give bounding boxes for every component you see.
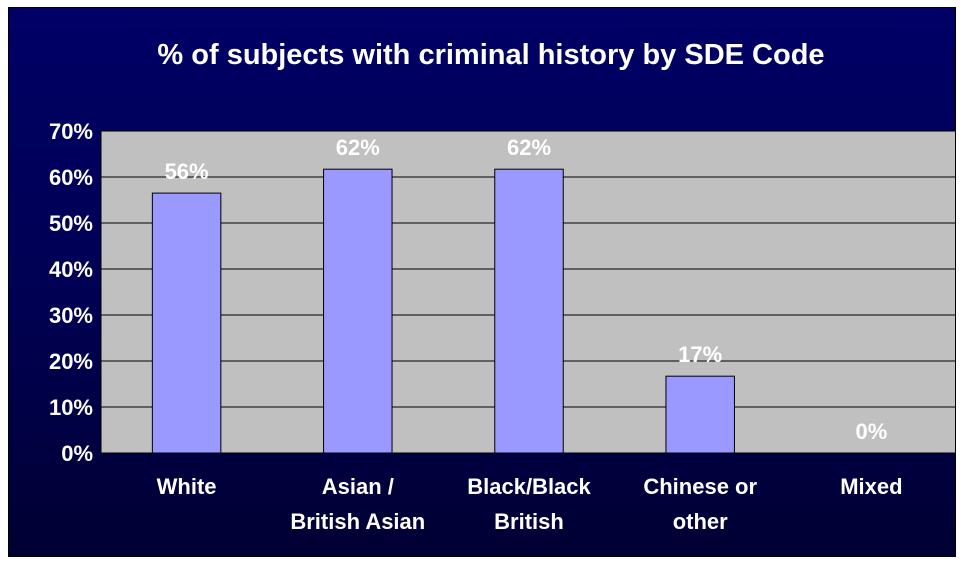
bar (323, 168, 393, 454)
category-label: Chinese or (643, 474, 757, 499)
chart-svg: % of subjects with criminal history by S… (49, 39, 955, 534)
y-tick-label: 0% (61, 441, 93, 466)
y-tick-label: 40% (49, 257, 93, 282)
y-tick-label: 70% (49, 119, 93, 144)
y-tick-label: 50% (49, 211, 93, 236)
category-label: Asian / (322, 474, 394, 499)
data-label: 62% (336, 135, 380, 160)
y-tick-label: 20% (49, 349, 93, 374)
data-label: 62% (507, 135, 551, 160)
category-label: Mixed (840, 474, 902, 499)
data-label: 56% (165, 159, 209, 184)
y-axis-ticks: 0% 10% 20% 30% 40% 50% 60% 70% (49, 119, 93, 466)
data-label: 17% (678, 342, 722, 367)
category-label: White (157, 474, 217, 499)
bar (494, 168, 564, 454)
category-label: British Asian (290, 509, 425, 534)
y-tick-label: 60% (49, 165, 93, 190)
bars (151, 168, 735, 454)
category-label: Black/Black (467, 474, 591, 499)
category-label: other (673, 509, 728, 534)
data-labels: 56% 62% 62% 17% 0% (165, 135, 888, 444)
chart-title: % of subjects with criminal history by S… (157, 39, 824, 71)
x-axis-categories: White Asian / British Asian Black/Black Brit… (157, 474, 903, 534)
bar (151, 192, 222, 454)
data-label: 0% (856, 419, 888, 444)
bar (665, 375, 735, 454)
chart-frame: % of subjects with criminal history by S… (8, 7, 956, 557)
category-label: British (494, 509, 564, 534)
y-tick-label: 30% (49, 303, 93, 328)
y-tick-label: 10% (49, 395, 93, 420)
